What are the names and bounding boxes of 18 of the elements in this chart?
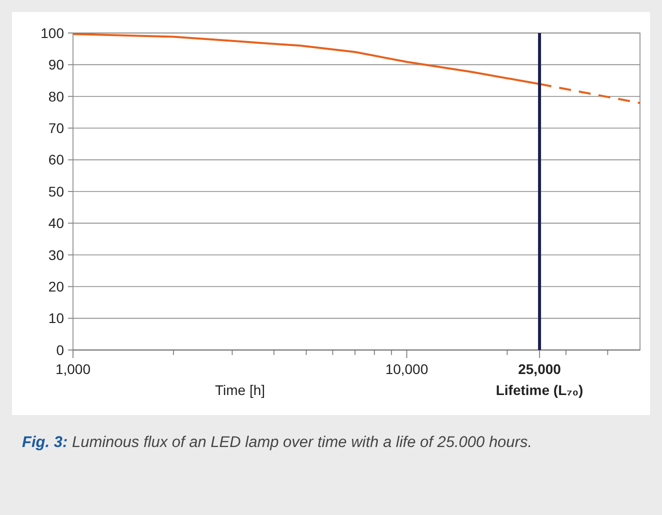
x-axis-title: Time [h] bbox=[214, 382, 266, 398]
y-tick-label: 20 bbox=[48, 278, 64, 294]
y-tick-label: 60 bbox=[48, 152, 64, 168]
y-tick-label: 40 bbox=[48, 215, 64, 232]
ref-line-label: Lifetime (L₇₀) bbox=[496, 382, 584, 398]
x-tick-label: 1,000 bbox=[55, 361, 91, 377]
y-tick-label: 50 bbox=[48, 183, 64, 200]
x-tick-label: 10,000 bbox=[385, 361, 428, 377]
x-tick-label: 25,000 bbox=[518, 361, 562, 377]
y-tick-label: 10 bbox=[48, 310, 64, 326]
y-tick-label: 80 bbox=[48, 88, 64, 104]
caption: Fig. 3: bbox=[22, 434, 68, 451]
y-tick-label: 90 bbox=[48, 56, 64, 73]
y-tick-label: 70 bbox=[48, 120, 64, 136]
y-tick-label: 30 bbox=[48, 246, 64, 263]
y-tick-label: 100 bbox=[40, 24, 64, 41]
text: Luminous flux of an LED lamp over time with a life of 25.000 hours. bbox=[68, 434, 532, 451]
y-tick-label: 0 bbox=[56, 342, 64, 358]
